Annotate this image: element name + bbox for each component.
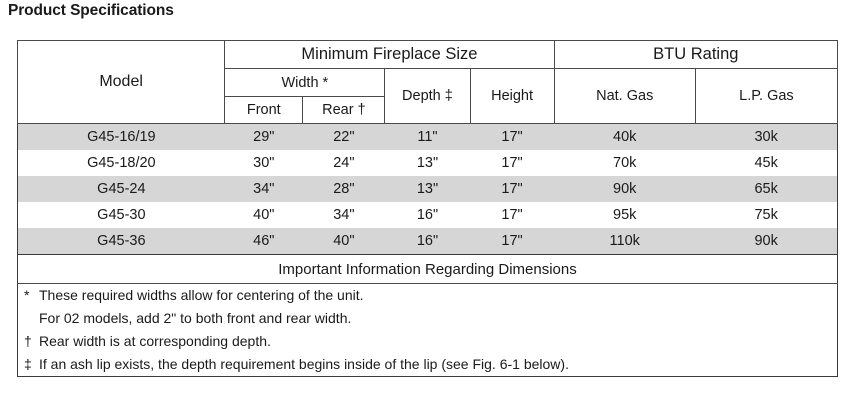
footnote-text: These required widths allow for centerin… (39, 287, 364, 303)
header-row-groups: Model Minimum Fireplace Size BTU Rating (16, 40, 839, 124)
footnote-text: If an ash lip exists, the depth requirem… (39, 356, 569, 372)
footnote-mark: ‡ (24, 356, 32, 372)
cell-front: 34" (224, 176, 303, 202)
cell-model: G45-36 (17, 228, 225, 255)
cell-front: 30" (224, 150, 303, 176)
table-row: G45-30 40" 34" 16" 17" 95k 75k (17, 202, 838, 228)
cell-depth: 16" (384, 228, 470, 255)
cell-front: 40" (224, 202, 303, 228)
cell-depth: 11" (384, 123, 470, 150)
important-information-banner: Important Information Regarding Dimensio… (17, 254, 838, 284)
table-row: G45-18/20 30" 24" 13" 17" 70k 45k (17, 150, 838, 176)
cell-nat-gas: 70k (554, 150, 696, 176)
cell-height: 17" (470, 228, 555, 255)
cell-rear: 34" (302, 202, 385, 228)
cell-lp-gas: 75k (695, 202, 838, 228)
cell-height: 17" (470, 176, 555, 202)
cell-nat-gas: 90k (554, 176, 696, 202)
header-minimum-fireplace-size: Minimum Fireplace Size (224, 40, 555, 69)
footnote-line: ‡ If an ash lip exists, the depth require… (18, 353, 837, 376)
footnote-text: For 02 models, add 2" to both front and … (39, 310, 352, 326)
header-front: Front (224, 96, 304, 124)
notes-row: * These required widths allow for centeri… (17, 283, 838, 377)
cell-front: 29" (224, 123, 303, 150)
header-width: Width * (224, 68, 386, 97)
cell-lp-gas: 30k (695, 123, 838, 150)
footnote-text: Rear width is at corresponding depth. (39, 333, 271, 349)
header-height: Height (469, 68, 555, 124)
cell-height: 17" (470, 123, 555, 150)
cell-rear: 22" (302, 123, 385, 150)
cell-front: 46" (224, 228, 303, 255)
cell-depth: 13" (384, 176, 470, 202)
table-row: G45-16/19 29" 22" 11" 17" 40k 30k (17, 123, 838, 150)
cell-lp-gas: 65k (695, 176, 838, 202)
table-row: G45-24 34" 28" 13" 17" 90k 65k (17, 176, 838, 202)
cell-model: G45-16/19 (17, 123, 225, 150)
cell-nat-gas: 95k (554, 202, 696, 228)
header-lp-gas: L.P. Gas (694, 68, 839, 124)
cell-lp-gas: 45k (695, 150, 838, 176)
footnotes-container: * These required widths allow for centeri… (17, 283, 838, 377)
header-nat-gas: Nat. Gas (553, 68, 696, 124)
product-specifications-table: Model Minimum Fireplace Size BTU Rating … (16, 40, 839, 377)
table-row: G45-36 46" 40" 16" 17" 110k 90k (17, 228, 838, 255)
footnote-mark: † (24, 333, 32, 349)
cell-depth: 13" (384, 150, 470, 176)
cell-lp-gas: 90k (695, 228, 838, 255)
footnote-line: For 02 models, add 2" to both front and … (18, 307, 837, 330)
footnote-line: † Rear width is at corresponding depth. (18, 330, 837, 353)
cell-depth: 16" (384, 202, 470, 228)
cell-model: G45-18/20 (17, 150, 225, 176)
info-banner-row: Important Information Regarding Dimensio… (17, 254, 838, 284)
header-row-sub2: Front Rear † (18, 96, 838, 124)
cell-rear: 40" (302, 228, 385, 255)
cell-rear: 24" (302, 150, 385, 176)
cell-nat-gas: 40k (554, 123, 696, 150)
cell-model: G45-24 (17, 176, 225, 202)
footnote-line: * These required widths allow for centeri… (18, 284, 837, 307)
header-rear: Rear † (302, 96, 386, 124)
header-btu-rating: BTU Rating (553, 40, 839, 69)
page-title: Product Specifications (8, 2, 174, 19)
header-row-sub: Width * Depth ‡ Height Nat. Gas L.P. Gas (18, 68, 839, 124)
header-depth: Depth ‡ (384, 68, 471, 124)
header-model: Model (16, 40, 226, 124)
cell-nat-gas: 110k (554, 228, 696, 255)
footnote-mark: * (24, 287, 30, 303)
cell-height: 17" (470, 150, 555, 176)
cell-rear: 28" (302, 176, 385, 202)
cell-height: 17" (470, 202, 555, 228)
cell-model: G45-30 (17, 202, 225, 228)
